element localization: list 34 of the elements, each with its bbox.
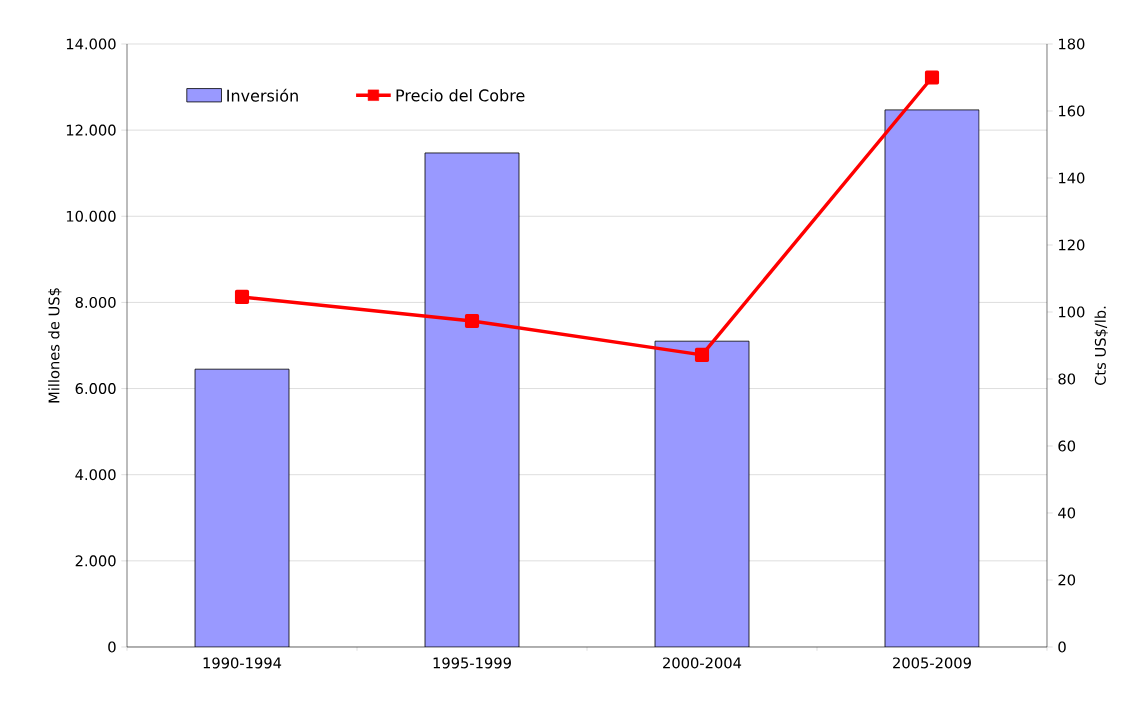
bar [194, 368, 290, 647]
y-tick-label: 6.000 [75, 383, 116, 395]
y-tick-label: 10.000 [66, 210, 116, 222]
y2-tick-label: 100 [1059, 306, 1085, 318]
x-tick-label: 2005-2009 [893, 657, 971, 669]
y2-tick-label: 0 [1058, 641, 1066, 653]
y-axis-title: Millones de US$ [48, 288, 62, 403]
legend-label: Precio del Cobre [396, 89, 525, 102]
point [464, 313, 480, 329]
y2-axis-title: Cts US$/lb. [1094, 306, 1108, 385]
y2-tick-label: 140 [1059, 172, 1085, 184]
y2-tick-label: 80 [1058, 373, 1076, 385]
legend-label: Inversión [227, 88, 298, 102]
y2-tick-label: 120 [1059, 239, 1085, 251]
bar [884, 109, 980, 647]
y2-tick-label: 160 [1059, 105, 1085, 117]
x-tick-label: 1995-1999 [433, 657, 511, 669]
bar [424, 152, 520, 647]
y2-tick-label: 60 [1058, 440, 1076, 452]
point [234, 289, 250, 304]
y-tick-label: 2.000 [75, 555, 116, 567]
bar [654, 340, 750, 647]
x-tick-label: 1990-1994 [203, 657, 282, 669]
y-tick-label: 8.000 [75, 296, 116, 308]
y-tick-label: 0 [108, 641, 116, 653]
point [924, 70, 940, 85]
y2-tick-label: 40 [1058, 507, 1076, 519]
x-tick-label: 2000-2004 [663, 657, 742, 669]
y-tick-label: 4.000 [75, 469, 116, 481]
y-tick-label: 14.000 [66, 38, 116, 50]
y2-tick-label: 180 [1059, 38, 1085, 50]
y-tick-label: 12.000 [66, 124, 116, 136]
y2-tick-label: 20 [1058, 574, 1076, 586]
point [694, 347, 710, 362]
